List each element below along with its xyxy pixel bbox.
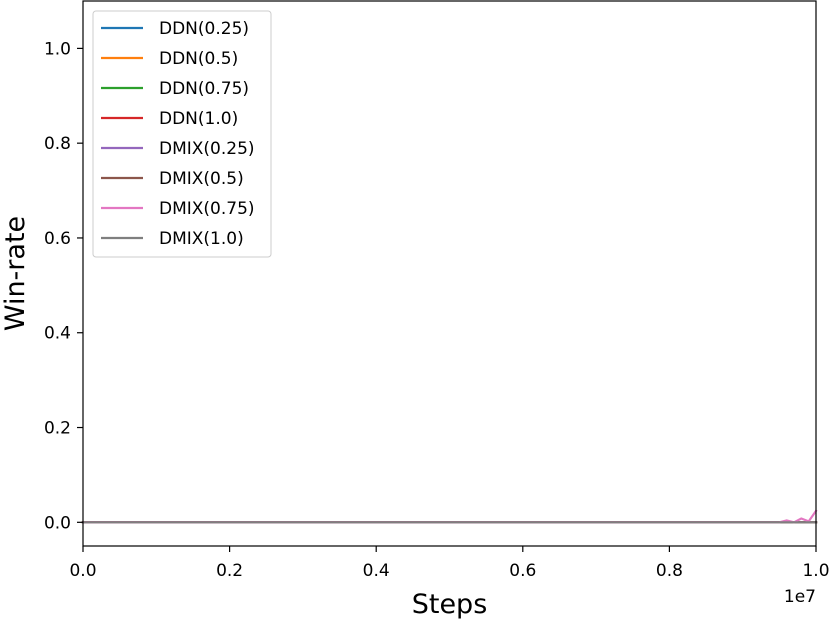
plot-frame <box>82 0 817 547</box>
legend-entry-label: DMIX(0.5) <box>159 169 244 189</box>
y-axis-label: Win-rate <box>0 216 31 331</box>
series-layer <box>81 509 818 524</box>
x-tick-label: 0.6 <box>509 561 536 581</box>
x-tick-label: 1.0 <box>802 561 829 581</box>
legend-entry-label: DDN(0.75) <box>159 79 249 99</box>
legend-box <box>92 10 272 258</box>
y-tick-label: 0.8 <box>44 134 71 154</box>
x-offset-label: 1e7 <box>784 587 816 607</box>
x-tick-label: 0.4 <box>363 561 390 581</box>
y-tick-label: 0.2 <box>44 419 71 439</box>
legend-entry-label: DMIX(0.25) <box>159 139 255 159</box>
legend-entry-label: DDN(1.0) <box>159 109 238 129</box>
y-tick-label: 0.6 <box>44 229 71 249</box>
legend-entry-label: DMIX(1.0) <box>159 229 244 249</box>
y-tick-label: 0.0 <box>44 513 71 533</box>
y-tick-label: 1.0 <box>44 39 71 59</box>
legend-entry-label: DMIX(0.75) <box>159 199 255 219</box>
legend-entry-label: DDN(0.5) <box>159 49 238 69</box>
legend: DDN(0.25) DDN(0.5) DDN(0.75) DDN(1.0) DMIX(0… <box>92 10 272 258</box>
x-tick-label: 0.8 <box>656 561 683 581</box>
legend-entry-label: DDN(0.25) <box>159 19 249 39</box>
x-axis-label: Steps <box>412 589 488 620</box>
x-axis-ticks: 0.0 0.2 0.4 0.6 0.8 1.0 <box>69 546 830 581</box>
y-axis-ticks: 0.0 0.2 0.4 0.6 0.8 1.0 <box>44 39 83 533</box>
y-tick-label: 0.4 <box>44 324 71 344</box>
x-tick-label: 0.2 <box>216 561 243 581</box>
x-tick-label: 0.0 <box>69 561 96 581</box>
